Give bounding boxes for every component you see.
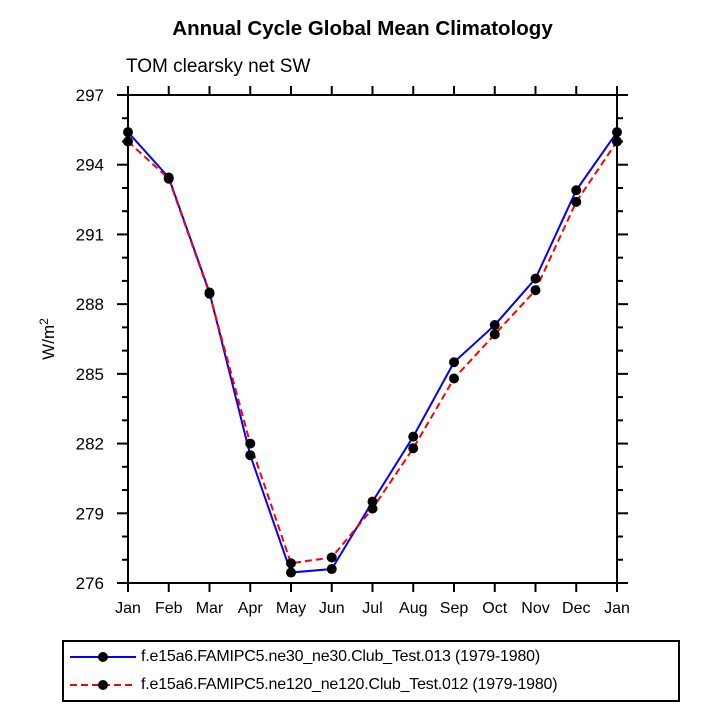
data-point-marker (489, 320, 500, 331)
data-point-marker (286, 558, 296, 569)
legend-sample-solid-line (70, 652, 136, 662)
y-tick-label: 285 (76, 365, 104, 384)
data-point-marker (123, 136, 133, 147)
x-tick-label: Jun (319, 600, 345, 617)
x-tick-label: Nov (521, 600, 549, 617)
x-tick-label: Oct (482, 600, 507, 617)
data-point-marker (326, 552, 337, 563)
legend-marker-dot (98, 680, 108, 690)
x-tick-label: Aug (399, 600, 427, 617)
y-tick-label: 297 (76, 86, 104, 105)
data-point-marker (286, 567, 296, 578)
plot-border (127, 94, 618, 584)
chart-subtitle: TOM clearsky net SW (126, 56, 311, 77)
legend-row-ne30: f.e15a6.FAMIPC5.ne30_ne30.Club_Test.013 … (69, 644, 678, 670)
y-tick-label: 276 (76, 574, 104, 593)
data-point-marker (245, 450, 256, 461)
y-tick-label: 288 (76, 295, 104, 314)
legend-box: f.e15a6.FAMIPC5.ne30_ne30.Club_Test.013 … (62, 640, 680, 702)
legend-row-ne120: f.e15a6.FAMIPC5.ne120_ne120.Club_Test.01… (69, 672, 678, 698)
data-point-marker (367, 503, 378, 514)
legend-label-ne120: f.e15a6.FAMIPC5.ne120_ne120.Club_Test.01… (141, 676, 558, 693)
data-point-marker (571, 185, 582, 196)
legend-sample-dashed-line (70, 680, 136, 690)
data-point-marker (163, 173, 174, 184)
x-tick-label: Apr (238, 600, 264, 617)
data-point-marker (449, 357, 459, 368)
data-point-marker (612, 127, 622, 138)
y-tick-label: 279 (76, 504, 104, 523)
data-point-marker (367, 496, 378, 507)
data-point-marker (489, 329, 500, 340)
data-point-marker (612, 136, 622, 147)
x-tick-label: Jan (115, 600, 141, 617)
x-tick-label: Feb (155, 600, 183, 617)
data-point-marker (326, 564, 337, 575)
y-tick-label: 294 (76, 156, 104, 175)
x-tick-label: May (276, 600, 306, 617)
data-point-marker (449, 373, 459, 384)
chart-title: Annual Cycle Global Mean Climatology (172, 17, 553, 40)
data-point-marker (245, 438, 256, 449)
data-point-marker (530, 285, 541, 296)
x-tick-label: Jan (604, 600, 630, 617)
data-point-marker (204, 288, 215, 299)
y-tick-label: 282 (76, 435, 104, 454)
data-point-marker (408, 443, 419, 454)
x-tick-label: Sep (440, 600, 469, 617)
legend-label-ne30: f.e15a6.FAMIPC5.ne30_ne30.Club_Test.013 … (141, 648, 540, 665)
y-axis-label: W/m2 (37, 318, 58, 360)
data-point-marker (571, 196, 582, 207)
data-point-marker (123, 127, 133, 138)
y-axis-label-exponent: 2 (37, 318, 51, 325)
legend-marker-dot (98, 652, 108, 662)
x-tick-label: Dec (562, 600, 590, 617)
data-point-marker (530, 273, 541, 284)
x-tick-label: Jul (362, 600, 382, 617)
data-point-marker (408, 431, 419, 442)
x-tick-label: Mar (196, 600, 224, 617)
y-tick-label: 291 (76, 225, 104, 244)
